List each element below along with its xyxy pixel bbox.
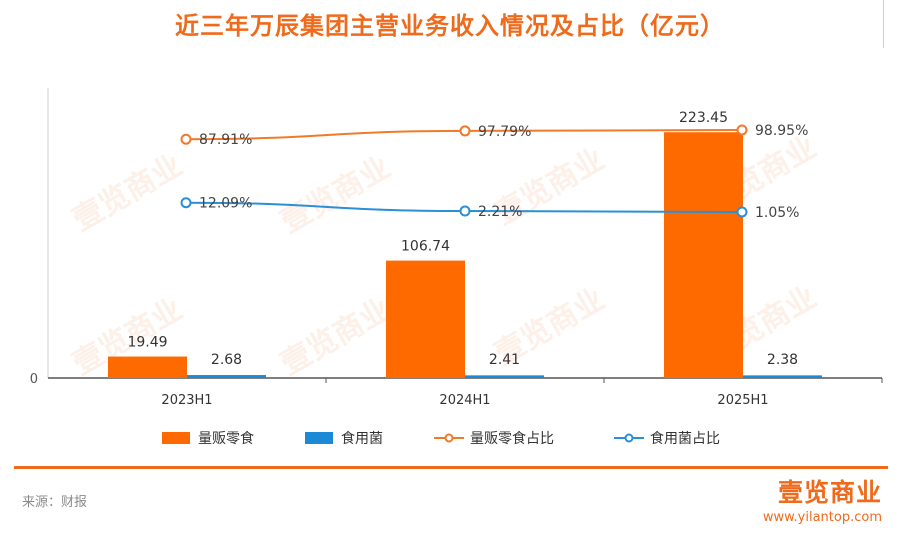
bar-value-label: 106.74: [401, 239, 450, 255]
bar-value-label: 2.41: [489, 352, 520, 368]
legend-label: 量贩零食: [198, 430, 254, 447]
line-value-label: 97.79%: [478, 124, 531, 140]
bar-value-label: 2.68: [211, 352, 242, 368]
bar: [664, 132, 743, 378]
bar: [386, 260, 465, 378]
bar: [187, 375, 266, 378]
brand-url: www.yilantop.com: [762, 510, 882, 525]
chart-title: 近三年万辰集团主营业务收入情况及占比（亿元）: [175, 12, 725, 40]
line-value-label: 87.91%: [199, 132, 252, 148]
footer-divider: [14, 466, 888, 469]
line-point: [459, 205, 471, 217]
legend-swatch: [305, 432, 333, 444]
bar: [108, 356, 187, 378]
line-value-label: 2.21%: [478, 204, 522, 220]
bar: [465, 375, 544, 378]
bar: [743, 375, 822, 378]
legend-label: 食用菌占比: [650, 430, 720, 447]
legend-label: 量贩零食占比: [470, 430, 554, 447]
bar-value-label: 19.49: [127, 335, 167, 351]
line-point: [459, 125, 471, 137]
line-point: [736, 206, 748, 218]
legend-swatch: [162, 432, 190, 444]
line-value-label: 98.95%: [755, 123, 808, 139]
x-tick-label: 2023H1: [161, 393, 212, 408]
line-point: [180, 197, 192, 209]
legend-label: 食用菌: [341, 430, 383, 447]
bar-value-label: 2.38: [767, 352, 798, 368]
line-value-label: 12.09%: [199, 196, 252, 212]
y-tick-label: 0: [30, 372, 38, 387]
brand-name: 壹览商业: [777, 478, 882, 507]
x-tick-label: 2025H1: [717, 393, 768, 408]
divider: [883, 0, 884, 48]
line-point: [180, 133, 192, 145]
bar-value-label: 223.45: [679, 110, 728, 126]
line-value-label: 1.05%: [755, 205, 799, 221]
source-note: 来源：财报: [22, 495, 88, 510]
legend-marker: [624, 433, 634, 443]
line-point: [736, 124, 748, 136]
x-tick-label: 2024H1: [439, 393, 490, 408]
legend-marker: [444, 433, 454, 443]
brand-logo: 壹览商业 www.yilantop.com: [763, 473, 882, 525]
